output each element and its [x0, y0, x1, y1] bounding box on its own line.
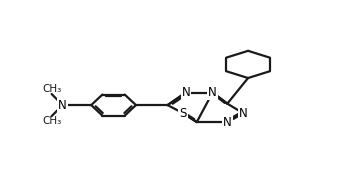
- Text: N: N: [182, 86, 190, 99]
- Text: CH₃: CH₃: [42, 84, 61, 94]
- Text: N: N: [208, 86, 217, 99]
- Text: S: S: [180, 107, 187, 120]
- Text: N: N: [58, 98, 67, 112]
- Text: N: N: [223, 116, 232, 129]
- Text: CH₃: CH₃: [42, 116, 61, 126]
- Text: N: N: [239, 107, 247, 120]
